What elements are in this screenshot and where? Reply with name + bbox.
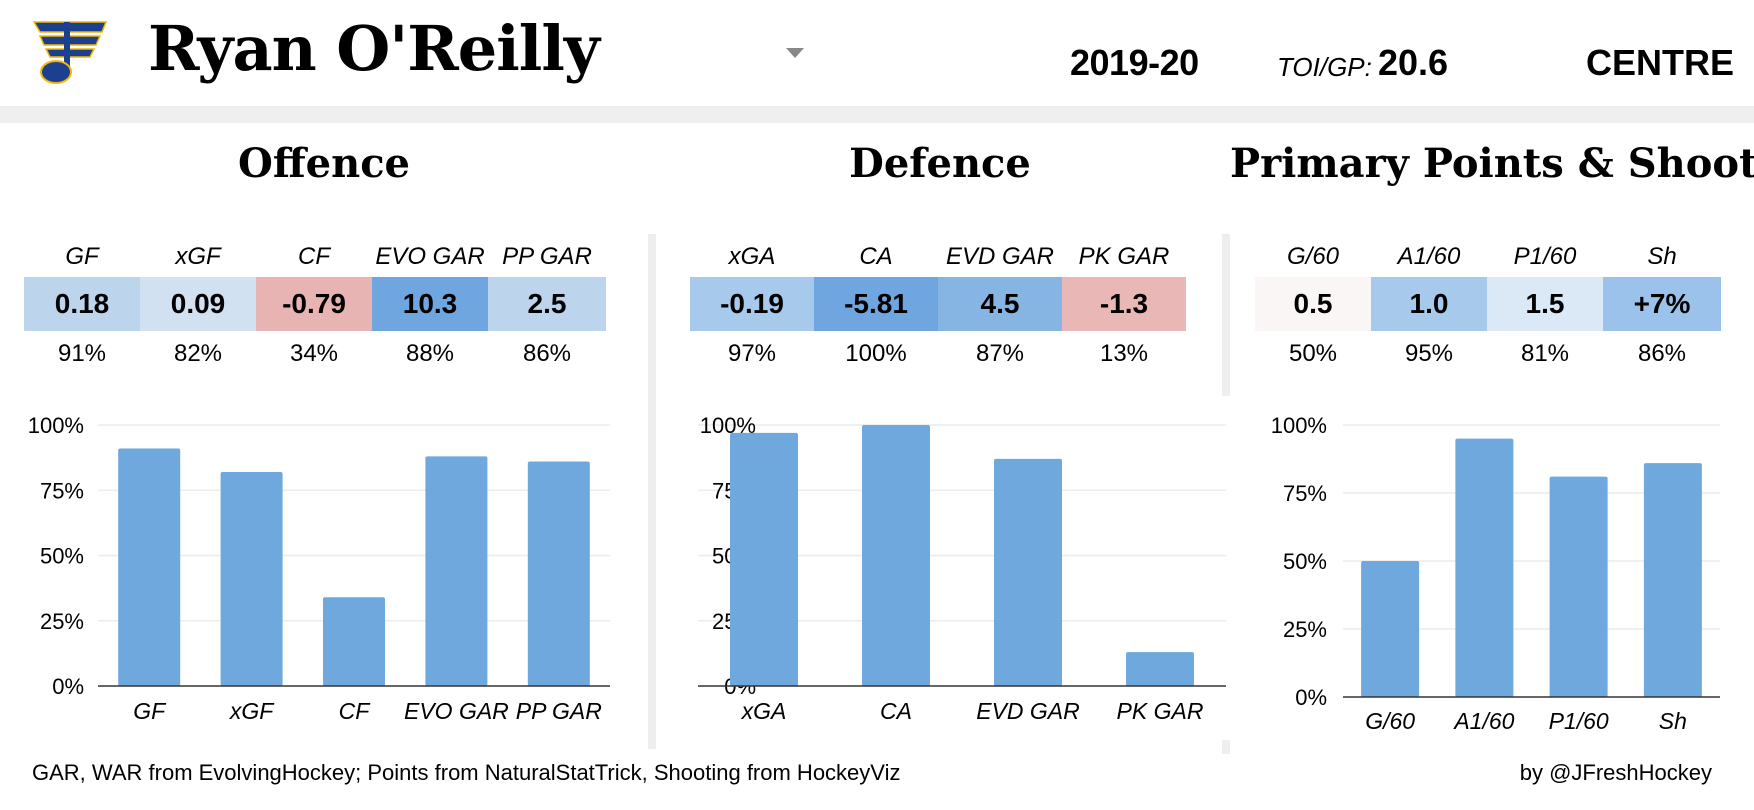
stat-value-cell: -1.3 [1062,277,1186,331]
stat-label: Sh [1647,243,1677,270]
x-tick-label: PP GAR [516,698,602,724]
stat-value-cell: -0.19 [690,277,814,331]
stat-value-cell: 1.0 [1371,277,1487,331]
x-tick-label: xGA [741,698,787,724]
x-tick-label: Sh [1659,708,1687,734]
x-tick-label: A1/60 [1452,708,1514,734]
stat-label: P1/60 [1513,243,1577,270]
x-tick-label: EVD GAR [976,698,1080,724]
stat-value-cell: 1.5 [1487,277,1603,331]
stat-value-cell: +7% [1603,277,1721,331]
stat-percentile: 86% [1637,340,1687,367]
stat-value-cell: 2.5 [488,277,606,331]
stat-percentile: 87% [975,340,1025,367]
section-divider-left [648,234,656,749]
x-tick-label: PK GAR [1117,698,1204,724]
stat-value-cell: 4.5 [938,277,1062,331]
player-position: CENTRE [1586,42,1735,83]
bar [118,448,181,686]
y-tick-label: 25% [1283,617,1327,642]
stat-percentile: 88% [405,340,455,367]
stat-value-cell: -0.79 [256,277,372,331]
bar [1361,561,1420,697]
stat-percentile: 34% [289,340,339,367]
bar [1126,652,1194,686]
y-tick-label: 50% [40,544,84,569]
x-tick-label: CA [880,698,912,724]
stat-percentile: 100% [845,340,907,367]
header-divider-strip [0,106,1754,123]
stat-percentile: 13% [1099,340,1149,367]
stat-percentile: 81% [1520,340,1570,367]
stat-label: EVD GAR [945,243,1055,270]
x-tick-label: P1/60 [1549,708,1609,734]
stat-percentile: 97% [727,340,777,367]
bar [994,458,1062,686]
stat-label: PK GAR [1078,243,1170,270]
stat-value-cell: 0.09 [140,277,256,331]
toi-value: 20.6 [1378,42,1449,83]
section-title-defence: Defence [849,140,1031,187]
stat-label: GF [65,243,99,270]
stat-percentile: 50% [1288,340,1338,367]
section-divider-right-top [1222,234,1230,396]
stat-value-cell: 10.3 [372,277,488,331]
footer-source-note: GAR, WAR from EvolvingHockey; Points fro… [32,760,901,785]
stat-label: A1/60 [1397,243,1461,270]
bar [527,461,590,686]
x-tick-label: xGF [229,698,275,724]
x-tick-label: CF [339,698,372,724]
stat-label: xGA [728,243,776,270]
bar [425,456,488,686]
y-tick-label: 25% [40,609,84,634]
y-tick-label: 100% [1271,413,1327,438]
stat-value-cell: 0.5 [1255,277,1371,331]
stat-label: CF [298,243,330,270]
bar [1643,463,1702,697]
bar [323,597,385,686]
stat-label: G/60 [1286,243,1340,270]
bar [862,425,930,686]
x-tick-label: G/60 [1365,708,1415,734]
header-bar [0,0,1754,106]
stat-value-cell: 0.18 [24,277,140,331]
y-tick-label: 100% [28,413,84,438]
y-tick-label: 50% [1283,549,1327,574]
y-tick-label: 75% [1283,481,1327,506]
y-tick-label: 0% [52,674,84,699]
y-tick-label: 0% [1295,685,1327,710]
stat-label: EVO GAR [375,243,485,270]
st-louis-blues-note-logo [32,21,108,84]
stat-label: CA [859,243,893,270]
stat-percentile: 95% [1404,340,1454,367]
stat-value-cell: -5.81 [814,277,938,331]
section-title-points-shooting: Primary Points & Shooting [1230,140,1754,187]
section-title-offence: Offence [237,140,410,187]
stat-percentile: 91% [57,340,107,367]
y-tick-label: 75% [40,478,84,503]
player-name: Ryan O'Reilly [148,12,600,85]
x-tick-label: GF [133,698,167,724]
toi-label: TOI/GP: [1277,52,1372,82]
bar [220,471,283,686]
section-divider-right-bottom [1222,740,1230,754]
stat-label: xGF [175,243,221,270]
x-tick-label: EVO GAR [404,698,509,724]
season-label: 2019-20 [1070,42,1199,83]
bar [1549,476,1608,697]
bar [730,432,798,686]
footer-credit: by @JFreshHockey [1519,760,1712,785]
stat-percentile: 82% [173,340,223,367]
bar [1455,438,1514,697]
stat-label: PP GAR [502,243,592,270]
caret-down-icon[interactable] [786,48,804,58]
stat-percentile: 86% [522,340,572,367]
